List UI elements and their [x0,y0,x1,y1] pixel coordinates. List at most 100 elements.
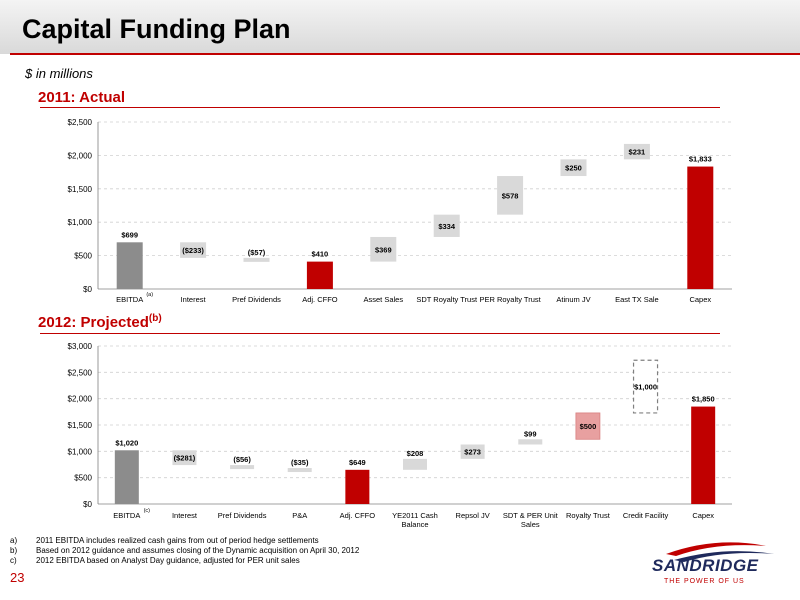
data-label: $500 [580,422,597,431]
data-label: $410 [312,250,329,259]
data-label: $649 [349,458,366,467]
chart-2011-actual: $0 $500 $1,000 $1,500 $2,000 $2,500 $699 EBITDA… [68,118,732,304]
category-label: Atinum JV [556,295,590,304]
y-tick-label: $1,000 [68,218,93,227]
data-label: ($35) [291,458,309,467]
bar [433,214,460,237]
category-label: Interest [172,511,198,520]
bar [691,406,716,504]
y-tick-label: $2,500 [68,368,93,377]
category-label: Asset Sales [363,295,403,304]
footnote-b: b) Based on 2012 guidance and assumes cl… [10,546,359,556]
bar [114,450,139,504]
y-tick-label: $1,000 [68,447,93,456]
bar [632,359,659,414]
section-divider-2011 [40,107,720,108]
category-label: Credit Facility [623,511,669,520]
category-label: Pref Dividends [232,295,281,304]
footnote-a-text: 2011 EBITDA includes realized cash gains… [36,536,319,545]
bar [116,242,143,289]
category-label: Pref Dividends [218,511,267,520]
header-bar [0,0,800,54]
logo-wordmark: SANDRIDGE [652,556,759,575]
y-tick-label: $2,000 [68,151,93,160]
header-divider [10,53,800,55]
category-label: YE2011 Cash [392,511,438,520]
footnotes: a) 2011 EBITDA includes realized cash ga… [10,536,359,566]
y-tick-label: $500 [74,474,92,483]
data-label: ($57) [248,248,266,257]
bar [370,236,397,262]
section-title-2011-text: 2011: Actual [38,89,125,106]
footnote-c-text: 2012 EBITDA based on Analyst Day guidanc… [36,556,300,565]
data-label: $1,833 [689,155,712,164]
category-footnote-marker: (a) [146,292,153,298]
bar [518,439,543,445]
bar [345,469,370,504]
footnote-c-key: c) [10,556,17,565]
data-label: ($233) [182,246,204,255]
bar [687,166,714,289]
category-label: SDT & PER Unit [503,511,559,520]
bar [230,465,255,470]
category-label: Capex [689,295,711,304]
data-label: $369 [375,245,392,254]
category-label: Repsol JV [456,511,490,520]
footnote-b-key: b) [10,546,18,555]
category-label: Adj. CFFO [302,295,338,304]
data-label: $273 [464,448,481,457]
category-label: P&A [292,511,307,520]
data-label: $1,850 [692,395,715,404]
bar [172,450,197,466]
y-tick-label: $0 [83,500,92,509]
bar [403,458,427,470]
section-title-2011: 2011: Actual [38,88,125,106]
y-tick-label: $1,500 [68,421,93,430]
section-divider-2012 [40,333,720,334]
footnote-b-text: Based on 2012 guidance and assumes closi… [36,546,360,555]
page-number: 23 [10,570,25,585]
data-label: $699 [121,230,138,239]
bar [287,468,312,473]
category-label: Sales [521,520,540,529]
data-label: $231 [629,148,646,157]
data-label: $578 [502,191,519,200]
y-tick-label: $0 [83,285,92,294]
y-tick-label: $500 [74,252,92,261]
category-label: Capex [692,511,714,520]
logo-tagline: THE POWER OF US [664,578,745,585]
y-tick-label: $1,500 [68,185,93,194]
bar [560,159,587,177]
section-title-2012-sup: (b) [148,313,162,324]
category-label: East TX Sale [615,295,659,304]
category-label: Royalty Trust [566,511,611,520]
footnote-a-key: a) [10,536,18,545]
data-label: $250 [565,164,582,173]
category-footnote-marker: (c) [144,508,151,514]
bar [180,242,207,258]
footnote-a: a) 2011 EBITDA includes realized cash ga… [10,536,359,546]
data-label: $99 [524,429,537,438]
category-label: SDT Royalty Trust [416,295,478,304]
category-label: Interest [181,295,207,304]
category-label: EBITDA [116,295,143,304]
bar [575,412,601,440]
section-title-2012-text: 2012: Projected [38,314,149,331]
chart-2012-projected: $0 $500 $1,000 $1,500 $2,000 $2,500 $3,000 $1,0… [68,342,732,529]
data-label: $334 [438,222,456,231]
data-label: $208 [407,449,424,458]
footnote-c: c) 2012 EBITDA based on Analyst Day guid… [10,556,359,566]
y-tick-label: $2,500 [68,118,93,127]
bar [497,176,524,215]
category-label: PER Royalty Trust [479,295,541,304]
data-label: ($281) [174,454,196,463]
section-title-2012: 2012: Projected(b) [38,313,162,331]
category-label: Balance [401,520,428,529]
data-label: ($56) [233,455,251,464]
bar [306,261,333,289]
category-label: Adj. CFFO [340,511,376,520]
bar [460,444,485,459]
bar [623,143,650,160]
data-label: $1,000 [634,383,657,392]
page-title: Capital Funding Plan [22,14,291,44]
